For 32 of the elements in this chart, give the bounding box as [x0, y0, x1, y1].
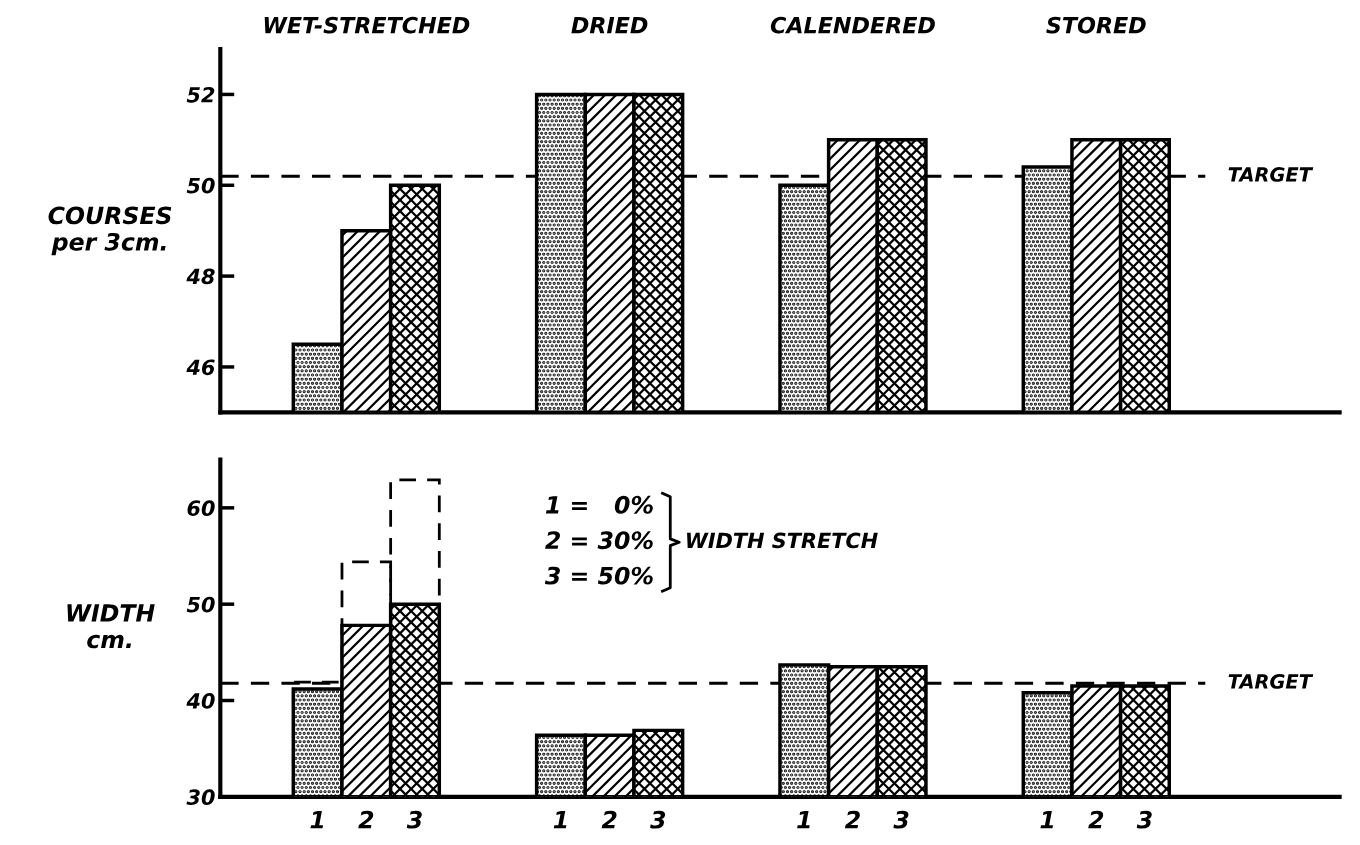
text: 1 [1040, 811, 1054, 829]
y-tick-label: 50 [186, 596, 215, 613]
y-tick-label: 52 [186, 86, 215, 103]
x-tick-label: CALENDERED [770, 16, 935, 34]
y-tick-label: 40 [186, 692, 215, 709]
y-tick-label: 50 [186, 177, 215, 194]
series-label: 1 [310, 811, 324, 829]
text: 3 [893, 810, 909, 829]
text: 2 [1088, 810, 1104, 829]
annotation: 3 = 50% [544, 566, 653, 585]
series-label: 3 [406, 810, 422, 829]
text: 1 [797, 811, 810, 829]
x-tick-label: STORED [1046, 16, 1146, 34]
x-tick-label: DRIED [571, 17, 648, 34]
y-axis-title: COURSES per 3cm. [48, 206, 172, 256]
y-tick-label: 48 [186, 268, 215, 285]
y-tick-label: 30 [186, 789, 215, 806]
y-tick-label: 60 [187, 500, 215, 517]
text: 3 [650, 810, 666, 829]
text: 2 [844, 810, 860, 829]
y-axis-title: WIDTH cm. [67, 604, 155, 649]
text: 3 [1136, 810, 1152, 829]
text: 1 [553, 811, 567, 829]
ref-line-label: TARGET [1228, 674, 1314, 689]
annotation: WIDTH STRETCH [687, 532, 878, 549]
annotation: 1 = 0% [545, 495, 653, 514]
ref-line-label: TARGET [1228, 167, 1314, 182]
series-label: 2 [358, 810, 374, 829]
y-tick-label: 46 [186, 359, 215, 376]
x-tick-label: WET-STRETCHED [264, 16, 470, 34]
annotation: 2 = 30% [545, 531, 653, 550]
text: 2 [601, 810, 617, 829]
